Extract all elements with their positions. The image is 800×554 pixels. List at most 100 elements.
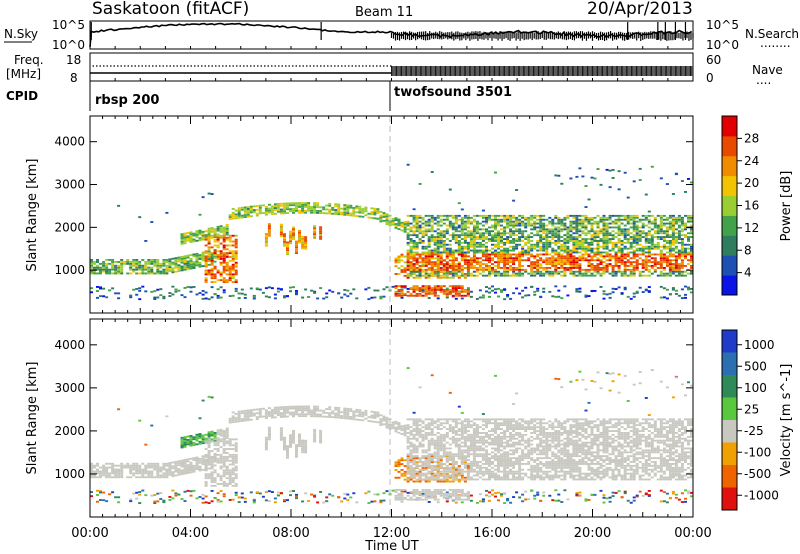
range-gate-cell — [463, 228, 467, 231]
range-gate-cell — [192, 263, 196, 265]
range-gate-cell — [587, 222, 591, 225]
range-gate-cell — [156, 266, 160, 269]
range-gate-cell — [93, 268, 96, 271]
range-gate-cell — [554, 253, 558, 256]
range-gate-cell — [292, 204, 295, 207]
range-gate-cell — [328, 202, 332, 205]
range-gate-cell — [264, 499, 268, 502]
range-gate-cell — [340, 211, 344, 214]
range-gate-cell — [503, 288, 507, 291]
range-gate-cell — [671, 232, 675, 235]
range-gate-cell — [436, 276, 440, 279]
range-gate-cell — [542, 214, 546, 217]
range-gate-cell — [635, 255, 639, 258]
range-gate-cell — [279, 437, 283, 439]
range-gate-cell — [225, 427, 229, 430]
range-gate-cell — [210, 467, 214, 470]
range-gate-cell — [412, 289, 416, 291]
range-gate-cell — [463, 263, 467, 265]
range-gate-cell — [225, 236, 229, 239]
range-gate-cell — [135, 462, 139, 465]
range-gate-cell — [403, 286, 407, 289]
range-gate-cell — [261, 407, 265, 410]
range-gate-cell — [255, 408, 259, 411]
range-gate-cell — [234, 467, 238, 470]
range-gate-cell — [102, 261, 106, 263]
range-gate-cell — [93, 464, 96, 467]
range-gate-cell — [611, 249, 615, 252]
range-gate-cell — [650, 265, 654, 267]
range-gate-cell — [234, 450, 238, 452]
range-gate-cell — [129, 470, 133, 473]
range-gate-cell — [174, 290, 178, 293]
range-gate-cell — [102, 464, 106, 467]
range-gate-cell — [460, 255, 464, 258]
range-gate-cell — [301, 205, 305, 208]
range-gate-cell — [198, 440, 202, 443]
range-gate-cell — [376, 208, 380, 211]
range-gate-cell — [445, 230, 449, 233]
range-gate-cell — [662, 259, 666, 262]
range-gate-cell — [460, 289, 464, 291]
range-gate-cell — [289, 234, 292, 237]
range-gate-cell — [283, 500, 286, 503]
range-gate-cell — [397, 289, 401, 291]
range-gate-cell — [578, 241, 582, 244]
nsearch-key: ........ — [760, 36, 791, 50]
range-gate-cell — [409, 268, 413, 271]
range-gate-cell — [641, 263, 645, 265]
range-gate-cell — [132, 261, 136, 263]
range-gate-cell — [466, 292, 470, 295]
range-gate-cell — [506, 240, 510, 242]
range-gate-cell — [319, 206, 323, 209]
range-gate-cell — [566, 247, 570, 250]
range-gate-cell — [491, 267, 494, 269]
range-gate-cell — [587, 220, 591, 223]
range-gate-cell — [228, 417, 232, 420]
range-gate-cell — [150, 474, 154, 477]
range-gate-cell — [180, 294, 184, 297]
range-gate-cell — [234, 459, 238, 462]
range-gate-cell — [448, 240, 452, 242]
range-gate-cell — [433, 216, 437, 219]
range-gate-cell — [418, 292, 422, 295]
range-gate-cell — [177, 471, 181, 474]
range-gate-cell — [472, 257, 476, 260]
range-gate-cell — [632, 274, 636, 277]
range-gate-cell — [228, 421, 232, 424]
range-gate-cell — [581, 253, 585, 256]
range-gate-cell — [352, 288, 356, 291]
range-gate-cell — [234, 240, 238, 243]
range-gate-cell — [298, 241, 301, 244]
range-gate-cell — [141, 472, 145, 475]
range-gate-cell — [463, 216, 467, 219]
range-gate-cell — [427, 276, 431, 279]
range-gate-cell — [521, 240, 525, 242]
range-gate-cell — [198, 263, 202, 266]
range-gate-cell — [406, 263, 410, 266]
range-gate-cell — [500, 272, 503, 275]
range-gate-cell — [442, 259, 446, 262]
range-gate-cell — [662, 287, 666, 290]
nsky-line — [89, 22, 693, 48]
range-gate-cell — [252, 408, 256, 411]
range-gate-cell — [427, 220, 431, 223]
range-gate-cell — [418, 287, 422, 289]
range-gate-cell — [466, 267, 470, 269]
range-gate-cell — [400, 271, 404, 273]
range-gate-cell — [566, 253, 570, 256]
range-gate-cell — [451, 214, 455, 217]
range-gate-cell — [572, 270, 576, 273]
range-gate-cell — [527, 253, 531, 256]
range-gate-cell — [192, 457, 196, 460]
range-gate-cell — [376, 289, 380, 292]
range-gate-cell — [382, 295, 386, 298]
range-gate-cell — [539, 214, 543, 217]
range-gate-cell — [593, 247, 597, 250]
range-gate-cell — [632, 216, 636, 219]
range-gate-cell — [90, 476, 93, 479]
range-gate-cell — [690, 216, 693, 219]
range-gate-cell — [225, 238, 229, 241]
range-gate-cell — [671, 287, 675, 289]
range-gate-cell — [605, 245, 609, 248]
